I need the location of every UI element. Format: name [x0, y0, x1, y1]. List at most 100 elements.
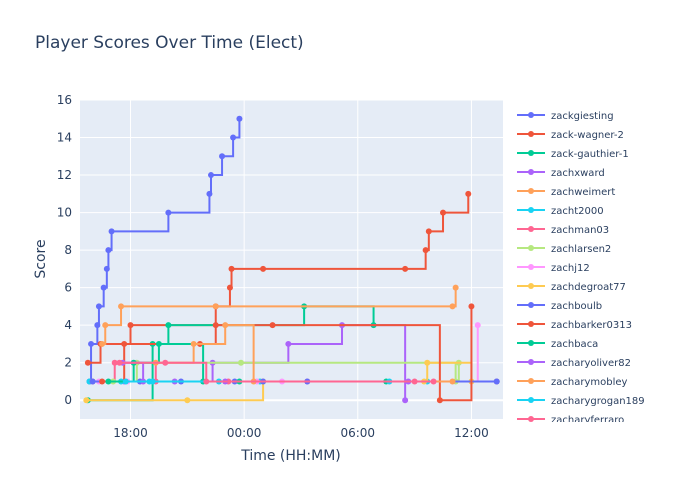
data-point [88, 340, 95, 347]
data-point [118, 303, 125, 310]
legend-item: zacht2000 [517, 206, 604, 217]
legend-swatch-marker [528, 245, 534, 251]
legend-swatch-marker [528, 378, 534, 384]
data-point [102, 322, 109, 329]
y-tick-label: 16 [57, 93, 72, 107]
legend-label: zacharyoliver82 [551, 358, 631, 369]
data-point [440, 209, 447, 216]
data-point [422, 247, 429, 254]
data-point [206, 190, 213, 197]
legend-item: zachdegroat77 [517, 282, 626, 293]
data-point [127, 322, 134, 329]
legend-label: zachxward [551, 168, 605, 179]
y-tick-label: 2 [64, 356, 72, 370]
data-point [208, 172, 215, 179]
legend-item: zachbarker0313 [517, 320, 632, 331]
data-point [468, 303, 475, 310]
legend-swatch-marker [528, 226, 534, 232]
legend-label: zacharygrogan189 [551, 396, 645, 407]
legend-swatch-marker [528, 397, 534, 403]
legend-label: zack-wagner-2 [551, 130, 624, 141]
legend-item: zacharygrogan189 [517, 396, 645, 407]
data-point [402, 397, 409, 404]
data-point [95, 303, 102, 310]
y-tick-label: 0 [64, 393, 72, 407]
legend-item: zachj12 [517, 263, 590, 274]
data-point [449, 303, 456, 310]
legend-items: zackgiesting zack-wagner-2 zack-gauthier-1… [517, 111, 645, 426]
data-point [212, 303, 219, 310]
data-point [436, 397, 443, 404]
y-tick-label: 4 [64, 318, 72, 332]
data-point [165, 322, 172, 329]
legend-label: zachman03 [551, 225, 609, 236]
data-point [228, 265, 235, 272]
legend: zackgiesting zack-wagner-2 zack-gauthier-1… [517, 111, 645, 426]
data-point [116, 359, 123, 366]
data-point [165, 209, 172, 216]
x-tick-label: 00:00 [227, 426, 262, 440]
legend-item: zachman03 [517, 225, 609, 236]
legend-label: zachboulb [551, 301, 602, 312]
data-point [230, 134, 237, 141]
legend-item: zachbaca [517, 339, 598, 350]
data-point [424, 359, 431, 366]
legend-item: zachboulb [517, 301, 602, 312]
legend-swatch-marker [528, 150, 534, 156]
legend-item: zackgiesting [517, 111, 614, 122]
data-point [99, 378, 106, 385]
legend-item: zack-gauthier-1 [517, 149, 629, 160]
data-point [269, 322, 276, 329]
data-point [108, 228, 115, 235]
data-point [122, 378, 129, 385]
data-point [493, 378, 500, 385]
legend-label: zachlarsen2 [551, 244, 611, 255]
plot-background [80, 100, 503, 419]
legend-label: zacht2000 [551, 206, 604, 217]
y-tick-label: 6 [64, 281, 72, 295]
legend-label: zachweimert [551, 187, 615, 198]
data-point [94, 322, 101, 329]
legend-item: zacharyoliver82 [517, 358, 631, 369]
legend-swatch-marker [528, 302, 534, 308]
x-tick-label: 12:00 [454, 426, 489, 440]
legend-swatch-marker [528, 207, 534, 213]
chart-title: Player Scores Over Time (Elect) [35, 33, 304, 53]
data-point [449, 378, 456, 385]
data-point [226, 284, 233, 291]
series-zackgiesting [86, 115, 243, 385]
legend-label: zack-gauthier-1 [551, 149, 629, 160]
data-point [203, 378, 210, 385]
series-zachweimert [99, 284, 459, 347]
data-point [105, 378, 112, 385]
legend-swatch-marker [528, 131, 534, 137]
legend-item: zachlarsen2 [517, 244, 611, 255]
legend-swatch-marker [528, 188, 534, 194]
data-point [121, 340, 128, 347]
series-line [119, 361, 434, 383]
data-point [212, 322, 219, 329]
legend-swatch-marker [528, 112, 534, 118]
legend-swatch-marker [528, 340, 534, 346]
legend-item: zack-wagner-2 [517, 130, 624, 141]
y-tick-label: 12 [57, 168, 72, 182]
legend-item: zacharymobley [517, 377, 628, 388]
legend-swatch-marker [528, 321, 534, 327]
data-point [100, 284, 107, 291]
data-point [260, 265, 267, 272]
data-point [184, 397, 191, 404]
data-point [84, 359, 91, 366]
data-point [103, 265, 110, 272]
data-point [162, 359, 169, 366]
legend-label: zachdegroat77 [551, 282, 626, 293]
data-point [190, 340, 197, 347]
legend-swatch-marker [528, 169, 534, 175]
series-zacharyferraro [116, 359, 437, 385]
data-point [402, 265, 409, 272]
legend-label: zacharyferraro [551, 415, 624, 426]
data-point [285, 340, 292, 347]
series-layer [83, 115, 500, 404]
data-point [452, 284, 459, 291]
legend-label: zackgiesting [551, 111, 614, 122]
